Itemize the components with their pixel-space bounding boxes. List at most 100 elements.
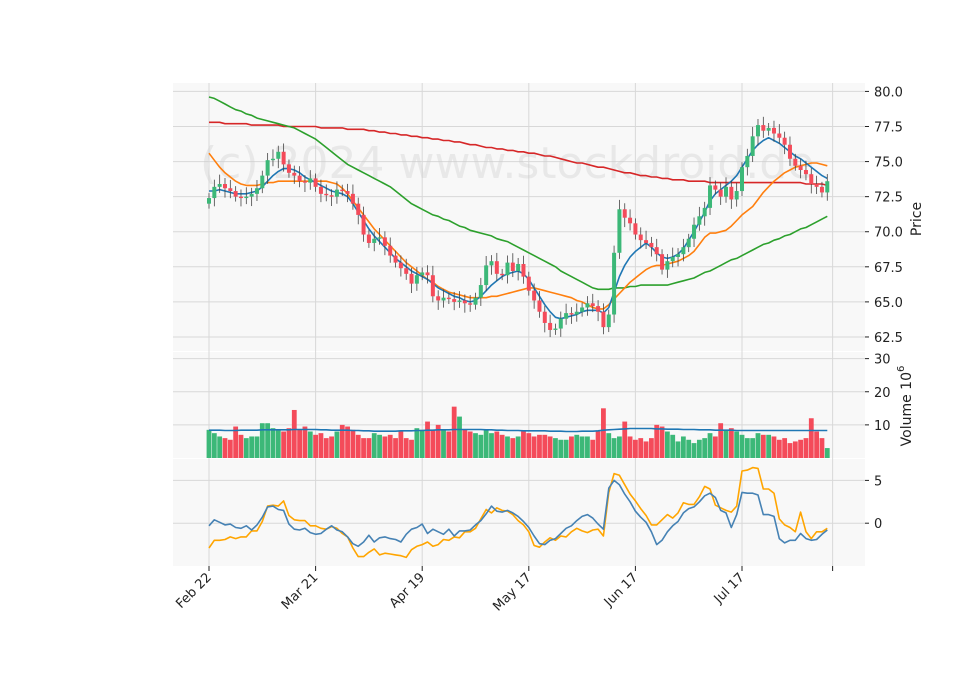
volume-bar <box>563 439 569 458</box>
volume-bar <box>734 431 740 458</box>
candle-body <box>537 300 542 312</box>
volume-bar <box>430 429 436 458</box>
volume-bar <box>569 436 574 458</box>
candle-body <box>462 300 467 304</box>
volume-bar <box>451 406 457 458</box>
candle-body <box>654 247 659 255</box>
volume-bar <box>419 429 425 458</box>
volume-bar <box>723 429 729 458</box>
x-tick-label: Jul 17 <box>711 570 748 607</box>
candle-body <box>601 311 606 328</box>
candle-body <box>292 172 297 176</box>
volume-bar <box>339 424 345 458</box>
candle-body <box>702 207 707 217</box>
candle-body <box>532 290 537 301</box>
volume-bar <box>595 431 601 458</box>
candle-body <box>217 184 222 187</box>
candle-body <box>596 306 601 312</box>
volume-bar <box>499 434 505 458</box>
volume-bar <box>270 428 276 458</box>
candle-body <box>494 261 499 274</box>
candle-body <box>436 296 441 301</box>
volume-bar <box>819 438 825 458</box>
candle-body <box>377 237 382 239</box>
price-axis-label: Price <box>909 202 925 236</box>
volume-bar <box>755 433 761 458</box>
volume-bar <box>776 439 782 458</box>
volume-bar <box>633 439 638 458</box>
candle-body <box>606 314 611 328</box>
volume-bar <box>526 433 532 458</box>
volume-bar <box>398 431 404 458</box>
candle-body <box>686 238 691 248</box>
candle-body <box>766 127 771 131</box>
candle-body <box>729 186 734 200</box>
candle-body <box>404 268 409 274</box>
volume-bar <box>659 426 665 458</box>
volume-bar <box>702 438 708 458</box>
x-tick-label: Jun 17 <box>601 570 641 610</box>
macd-signal-line <box>208 466 828 559</box>
candle-body <box>457 300 462 302</box>
candle-body <box>777 133 782 138</box>
volume-bar <box>782 438 788 458</box>
volume-bar <box>494 431 500 458</box>
volume-bar <box>686 439 692 458</box>
candle-body <box>787 144 792 159</box>
volume-bar <box>377 434 382 458</box>
candle-body <box>372 238 377 243</box>
volume-bar <box>585 436 590 458</box>
volume-bar <box>259 423 265 458</box>
candle-body <box>356 203 361 215</box>
volume-bar <box>414 428 420 458</box>
candle-body <box>526 276 531 291</box>
candle-body <box>638 234 643 241</box>
sma-long-line <box>209 121 828 187</box>
volume-bar <box>542 434 548 458</box>
candle-body <box>244 196 249 199</box>
volume-bar <box>617 436 622 458</box>
candle-body <box>740 167 744 192</box>
candle-body <box>452 299 457 302</box>
volume-bar <box>275 429 281 458</box>
candle-body <box>228 188 233 192</box>
candle-body <box>478 285 483 298</box>
candle-body <box>334 189 339 197</box>
candle-body <box>409 273 414 284</box>
x-tick-label: Feb 22 <box>173 570 215 612</box>
candle-body <box>276 151 281 159</box>
volume-bar <box>798 439 804 458</box>
volume-bar <box>483 429 489 458</box>
candle-body <box>473 297 478 305</box>
volume-bar <box>233 426 239 458</box>
volume-bar <box>286 428 292 458</box>
volume-bar <box>462 429 468 458</box>
volume-bar <box>403 438 409 458</box>
volume-axis-label-exp: 6 <box>896 366 907 372</box>
price-tick-label: 72.5 <box>874 191 903 206</box>
volume-bar <box>558 439 564 458</box>
candle-body <box>366 234 371 243</box>
candle-body <box>724 186 729 197</box>
candle-body <box>745 155 750 168</box>
volume-bar <box>505 436 510 458</box>
candle-body <box>233 191 238 197</box>
candle-body <box>222 184 227 189</box>
volume-bar <box>643 441 649 458</box>
candle-body <box>803 169 808 175</box>
volume-bar <box>537 434 542 458</box>
volume-bar <box>238 434 244 458</box>
volume-bar <box>329 436 334 458</box>
candle-body <box>750 136 755 156</box>
candle-body <box>382 237 387 246</box>
volume-bar <box>739 434 745 458</box>
macd-tick-label: 0 <box>874 517 882 532</box>
volume-bar <box>355 434 361 458</box>
candle-body <box>644 240 649 243</box>
volume-bar <box>334 431 340 458</box>
volume-bar <box>227 439 233 458</box>
volume-bar <box>691 443 697 458</box>
candle-body <box>281 151 286 165</box>
volume-bar <box>350 429 356 458</box>
